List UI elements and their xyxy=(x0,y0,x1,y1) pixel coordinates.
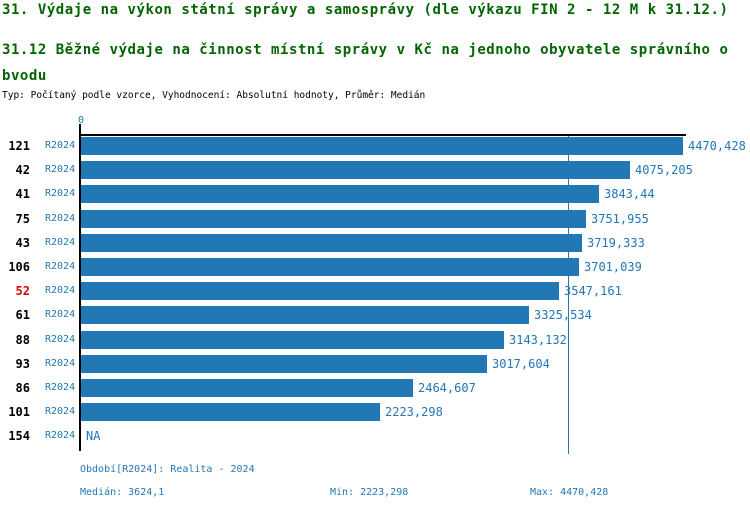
row-value-label: 3719,333 xyxy=(587,235,645,250)
row-value-label: 3701,039 xyxy=(584,260,642,274)
chart-row-61: 61 R2024 3325,534 xyxy=(0,306,750,325)
row-period-label: R2024 xyxy=(45,236,76,248)
chart-row-86: 86 R2024 2464,607 xyxy=(0,379,750,397)
chart-row-43: 43 R2024 3719,333 xyxy=(0,233,750,252)
indicator-meta-line: Typ: Počítaný podle vzorce, Vyhodnocení:… xyxy=(2,90,426,101)
row-value-label: 4470,428 xyxy=(688,139,746,153)
chart-row-75: 75 R2024 3751,955 xyxy=(0,209,750,228)
chart-row-106: 106 R2024 3701,039 xyxy=(0,258,750,276)
row-rank-label: 88 xyxy=(15,332,30,347)
row-period-label: R2024 xyxy=(45,430,76,442)
chart-subtitle-line-1: 31.12 Běžné výdaje na činnost místní spr… xyxy=(2,42,729,58)
row-rank-label: 41 xyxy=(15,187,30,202)
row-rank-label: 86 xyxy=(15,381,30,395)
chart-row-88: 88 R2024 3143,132 xyxy=(0,330,750,349)
row-period-label: R2024 xyxy=(45,357,76,369)
footer-max-label: Max: 4470,428 xyxy=(530,487,609,498)
footer-period-label: Období[R2024]: Realita - 2024 xyxy=(80,464,255,475)
row-value-label: 3325,534 xyxy=(534,308,592,323)
value-bar xyxy=(81,354,487,373)
row-rank-label: 93 xyxy=(15,356,30,371)
chart-row-121: 121 R2024 4470,428 xyxy=(0,137,750,155)
x-axis-zero-tick-label: 0 xyxy=(77,115,85,126)
row-period-label: R2024 xyxy=(45,212,76,224)
row-value-label: NA xyxy=(86,429,101,444)
row-period-label: R2024 xyxy=(45,285,76,297)
chart-row-154: 154 R2024 NA xyxy=(0,427,750,445)
row-period-label: R2024 xyxy=(45,164,76,176)
footer-min-label: Min: 2223,298 xyxy=(330,487,409,498)
value-bar xyxy=(81,282,559,301)
row-rank-label: 75 xyxy=(15,211,30,226)
row-rank-label: 101 xyxy=(8,405,30,420)
row-period-label: R2024 xyxy=(45,261,76,272)
row-period-label: R2024 xyxy=(45,188,76,200)
chart-subtitle-line-2: bvodu xyxy=(2,68,47,84)
row-rank-label: 52 xyxy=(15,284,30,299)
chart-subtitle: 31.12 Běžné výdaje na činnost místní spr… xyxy=(2,37,748,89)
value-bar xyxy=(81,161,630,180)
row-rank-label: 121 xyxy=(8,139,30,153)
row-period-label: R2024 xyxy=(45,382,76,393)
row-rank-label: 106 xyxy=(8,260,30,274)
value-bar xyxy=(81,185,599,204)
chart-row-41: 41 R2024 3843,44 xyxy=(0,185,750,204)
row-rank-label: 154 xyxy=(8,429,30,444)
row-value-label: 2464,607 xyxy=(418,381,476,395)
median-reference-line xyxy=(568,136,569,454)
row-value-label: 3143,132 xyxy=(509,332,567,347)
row-period-label: R2024 xyxy=(45,140,76,151)
chart-row-42: 42 R2024 4075,205 xyxy=(0,161,750,180)
row-value-label: 3751,955 xyxy=(591,211,649,226)
chart-row-93: 93 R2024 3017,604 xyxy=(0,354,750,373)
chart-row-101: 101 R2024 2223,298 xyxy=(0,403,750,422)
value-bar xyxy=(81,137,683,155)
row-rank-label: 42 xyxy=(15,163,30,178)
row-value-label: 4075,205 xyxy=(635,163,693,178)
row-value-label: 2223,298 xyxy=(385,405,443,420)
value-bar xyxy=(81,209,586,228)
row-period-label: R2024 xyxy=(45,333,76,345)
y-axis-line xyxy=(79,124,81,451)
row-period-label: R2024 xyxy=(45,406,76,418)
row-value-label: 3547,161 xyxy=(564,284,622,299)
value-bar xyxy=(81,403,380,422)
page-title: 31. Výdaje na výkon státní správy a samo… xyxy=(2,2,729,18)
x-axis-line xyxy=(79,134,686,136)
value-bar xyxy=(81,258,579,276)
value-bar xyxy=(81,306,529,325)
value-bar xyxy=(81,330,504,349)
row-period-label: R2024 xyxy=(45,309,76,321)
row-value-label: 3843,44 xyxy=(604,187,655,202)
row-rank-label: 43 xyxy=(15,235,30,250)
row-rank-label: 61 xyxy=(15,308,30,323)
value-bar xyxy=(81,233,582,252)
row-value-label: 3017,604 xyxy=(492,356,550,371)
chart-row-52: 52 R2024 3547,161 xyxy=(0,282,750,301)
footer-median-label: Medián: 3624,1 xyxy=(80,487,165,498)
value-bar xyxy=(81,379,413,397)
